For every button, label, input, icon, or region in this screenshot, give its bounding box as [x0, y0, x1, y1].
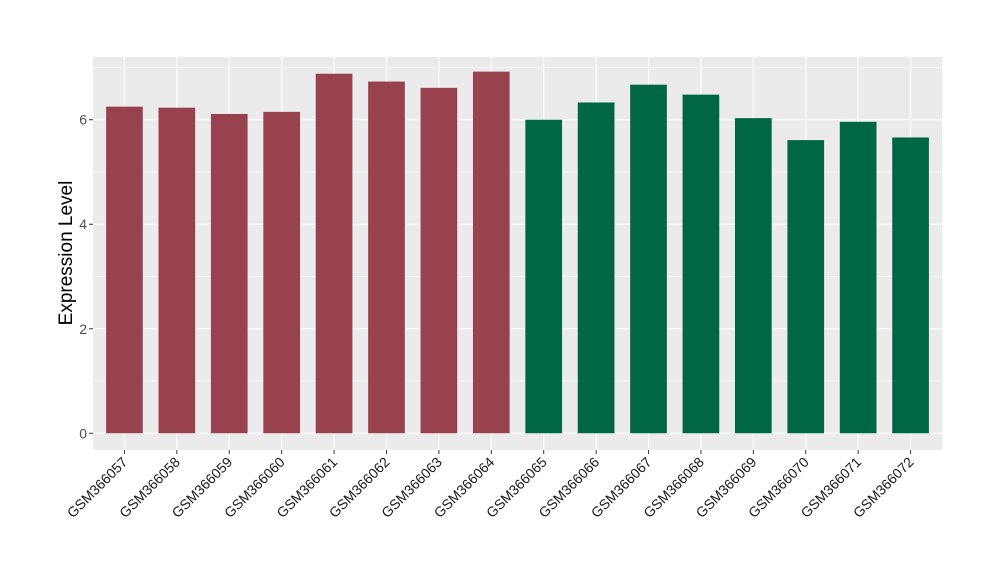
bar — [263, 111, 301, 434]
y-axis: 0 2 4 6 — [79, 112, 93, 441]
bar — [210, 113, 248, 434]
y-tick-label: 0 — [79, 425, 87, 441]
y-axis-title: Expression Level — [56, 181, 77, 326]
bar — [734, 118, 772, 434]
bar — [577, 102, 615, 434]
bar — [787, 140, 825, 434]
bar — [368, 81, 405, 434]
bar — [682, 94, 720, 434]
bar — [630, 84, 667, 434]
bar — [315, 73, 353, 434]
bar — [158, 107, 196, 434]
bar — [472, 71, 510, 434]
y-tick-label: 6 — [79, 112, 87, 128]
bars — [106, 71, 929, 434]
bar — [106, 106, 143, 434]
bar — [525, 119, 563, 434]
bar — [839, 121, 877, 434]
y-tick-label: 2 — [79, 321, 87, 337]
bar — [420, 87, 458, 434]
y-tick-label: 4 — [79, 216, 87, 232]
x-axis: GSM366057GSM366058GSM366059GSM366060GSM3… — [64, 450, 917, 521]
bar — [892, 137, 929, 434]
